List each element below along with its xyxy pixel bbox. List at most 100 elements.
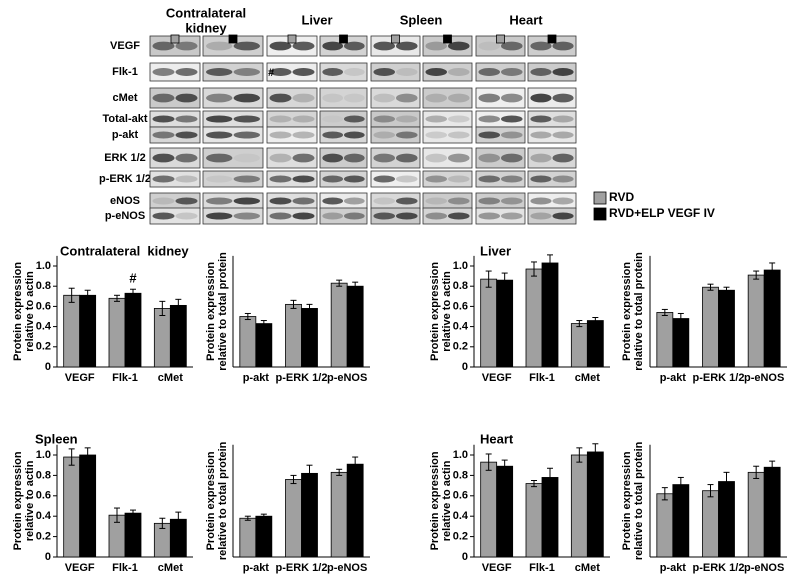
blot-strip (202, 126, 264, 144)
blot-band (152, 93, 175, 103)
blot-strip (475, 207, 526, 225)
blot-strip (422, 147, 473, 169)
blot-strip (527, 87, 577, 109)
error-bar (68, 448, 75, 466)
bar (79, 294, 97, 368)
bar (330, 282, 348, 368)
blot-strip (319, 87, 368, 109)
x-tick-label: VEGF (482, 372, 512, 384)
blot-band (206, 197, 233, 205)
y-axis-label: Protein expression (429, 451, 441, 550)
blot-band (175, 41, 198, 51)
blot-band (322, 93, 344, 103)
bar (124, 512, 142, 558)
error-bar (592, 443, 599, 461)
blot-band (292, 212, 315, 220)
blot-band (152, 41, 175, 51)
blot-band (292, 131, 315, 139)
bar (541, 262, 559, 368)
group-swatch (496, 34, 505, 44)
error-bar (84, 447, 91, 463)
blot-band (373, 115, 396, 123)
error-bar (336, 468, 343, 476)
blot-band (343, 153, 365, 163)
blot-band (447, 153, 470, 163)
blot-strip (422, 126, 473, 144)
blot-band (478, 115, 501, 123)
blot-strip (319, 207, 368, 225)
y-tick-label: 1.0 (453, 449, 468, 461)
blot-band (373, 93, 396, 103)
blot-band (269, 153, 292, 163)
blot-strip (202, 170, 264, 188)
blot-band (343, 115, 365, 123)
blot-band (447, 197, 470, 205)
blot-band (447, 115, 470, 123)
blot-band (152, 131, 175, 139)
x-tick-label: cMet (158, 562, 183, 574)
blot-strip (319, 170, 368, 188)
blot-strip (266, 170, 318, 188)
bar (541, 477, 559, 558)
bar (496, 465, 514, 558)
y-tick-label: 0.2 (453, 531, 468, 543)
bar (108, 297, 126, 368)
error-bar (707, 283, 714, 291)
blot-band (373, 153, 396, 163)
error-bar (159, 517, 166, 529)
blot-row-label: Total-akt (102, 113, 147, 125)
blot-band (425, 41, 448, 51)
blot-band (478, 93, 501, 103)
blot-strip (527, 62, 577, 82)
blot-band (478, 41, 501, 51)
x-tick-label: p-eNOS (327, 562, 367, 574)
y-tick-label: 0 (462, 361, 468, 373)
error-bar (130, 509, 136, 517)
blot-band (500, 41, 523, 51)
blot-band (206, 115, 233, 123)
blot-band (395, 41, 418, 51)
blot-strip (527, 147, 577, 169)
y-axis-label: relative to actin (441, 271, 453, 352)
blot-strip (319, 126, 368, 144)
y-tick-label: 0.8 (453, 469, 468, 481)
y-tick-label: 0.4 (453, 510, 469, 522)
y-tick-label: 1.0 (36, 449, 51, 461)
blot-strip (422, 87, 473, 109)
y-tick-label: 1.0 (453, 260, 468, 272)
y-axis-label: relative to actin (441, 460, 453, 541)
blot-row-label: cMet (112, 92, 137, 104)
blot-band (175, 68, 198, 76)
blot-mark: # (268, 67, 274, 79)
error-bar (753, 465, 760, 479)
bar (480, 461, 498, 558)
y-tick-label: 0 (45, 551, 51, 563)
blot-band (269, 41, 292, 51)
error-bar (661, 308, 668, 316)
blot-strip (202, 62, 264, 82)
blot-band (292, 115, 315, 123)
blot-strip (475, 87, 526, 109)
bar (480, 278, 498, 368)
bar (747, 471, 765, 558)
blot-band (500, 93, 523, 103)
blot-band (175, 115, 198, 123)
bar (63, 294, 81, 368)
blot-band (269, 93, 292, 103)
error-bar (723, 286, 730, 294)
error-bar (68, 287, 75, 303)
blot-band (233, 153, 260, 163)
bar (525, 483, 543, 558)
bar (285, 303, 302, 368)
bar (702, 286, 719, 368)
bar (153, 308, 171, 368)
y-axis-label: relative to total protein (217, 441, 229, 560)
x-tick-label: p-akt (660, 372, 687, 384)
error-bar (352, 456, 359, 472)
blot-band (269, 175, 292, 183)
bar (239, 316, 257, 368)
blot-band (322, 115, 344, 123)
bar (346, 463, 364, 558)
blot-band (530, 93, 552, 103)
blot-row-label: p-akt (112, 129, 139, 141)
